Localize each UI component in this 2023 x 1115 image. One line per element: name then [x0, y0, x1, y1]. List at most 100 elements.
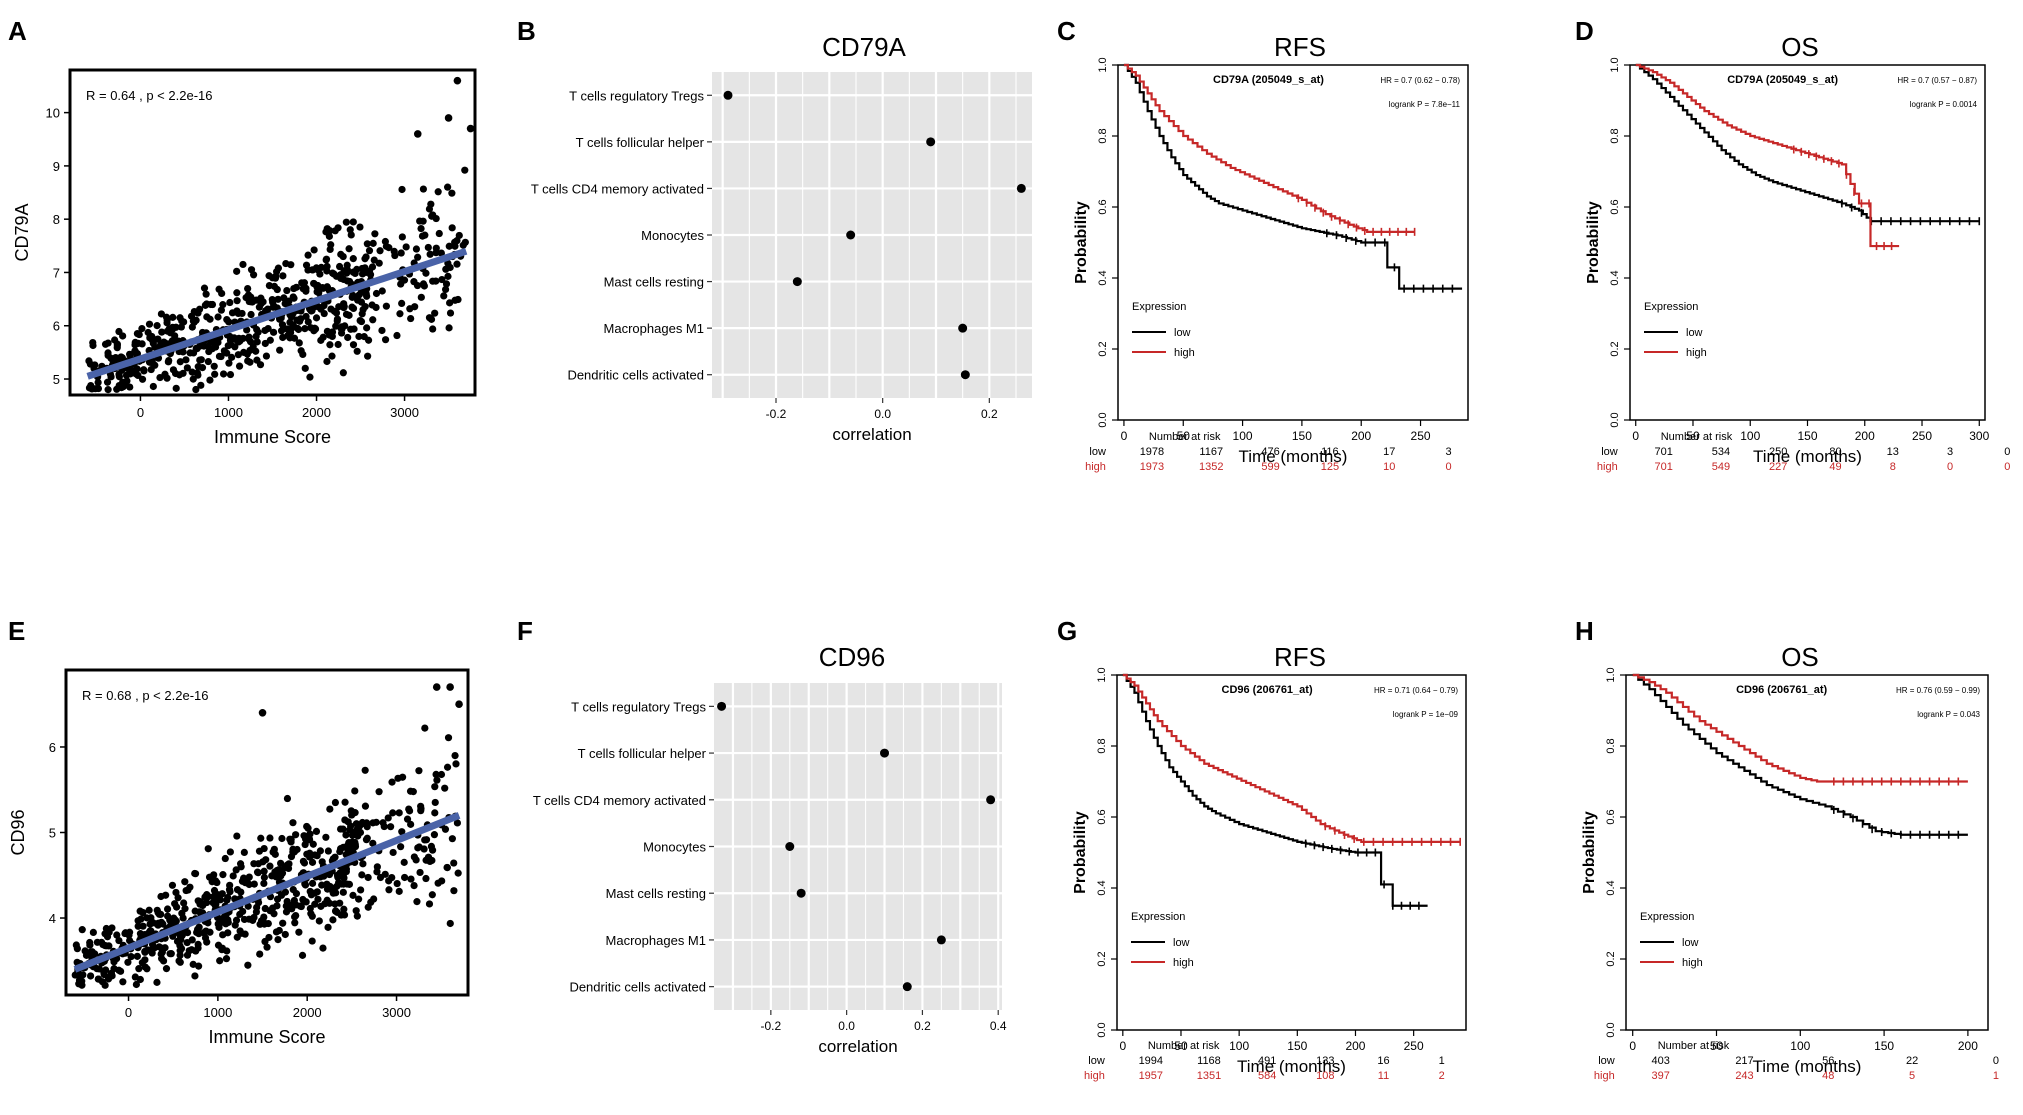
- scatter-point: [311, 900, 319, 908]
- risk-value-high: 0: [1947, 461, 1953, 473]
- scatter-point: [314, 303, 322, 311]
- correlation-point: [1016, 183, 1026, 193]
- scatter-point: [431, 309, 439, 317]
- scatter-point: [395, 887, 403, 895]
- legend-label-high: high: [1686, 347, 1707, 359]
- scatter-point: [146, 334, 154, 342]
- logrank-p: logrank P = 1e−09: [1393, 710, 1459, 719]
- scatter-point: [388, 873, 396, 882]
- scatter-point: [157, 310, 166, 318]
- scatter-point: [189, 317, 198, 325]
- scatter-point: [225, 886, 234, 894]
- scatter-point: [295, 317, 304, 325]
- scatter-point: [274, 295, 282, 303]
- x-tick-label: 300: [1969, 429, 1989, 443]
- chart-title: OS: [1781, 32, 1819, 62]
- scatter-point: [434, 188, 442, 196]
- correlation-point: [958, 323, 968, 333]
- scatter-point: [437, 770, 446, 779]
- scatter-point: [428, 891, 436, 899]
- scatter-point: [314, 266, 322, 274]
- y-tick-label: 0.4: [1609, 270, 1621, 285]
- x-tick-label: 200: [1351, 429, 1371, 443]
- scatter-point: [214, 313, 222, 321]
- scatter-point: [375, 788, 383, 796]
- scatter-point: [203, 938, 211, 946]
- risk-value-low: 250: [1769, 446, 1787, 458]
- category-label: T cells CD4 memory activated: [533, 793, 706, 808]
- x-tick-label: 50: [1686, 429, 1700, 443]
- scatter-point: [419, 185, 428, 193]
- y-axis-label: Probability: [1581, 811, 1598, 894]
- y-tick-label: 0.2: [1609, 341, 1621, 356]
- scatter-point: [210, 362, 218, 370]
- scatter-point: [295, 928, 303, 936]
- panel-e: E 0 1000 2000 3000 4 5 6 Immune Score CD96 R = 0.6…: [8, 616, 470, 1047]
- probe-label: CD79A (205049_s_at): [1727, 74, 1838, 86]
- scatter-point: [413, 130, 422, 138]
- scatter-point: [412, 245, 421, 253]
- y-tick-label: 0.2: [1097, 341, 1109, 356]
- x-axis-label: Time (months): [1753, 1057, 1862, 1076]
- scatter-point: [318, 283, 327, 292]
- scatter-point: [202, 290, 210, 298]
- scatter-point: [276, 346, 284, 354]
- category-label: Monocytes: [643, 840, 706, 855]
- scatter-point: [103, 378, 112, 386]
- scatter-point: [211, 370, 219, 378]
- y-tick-label: 5: [49, 826, 56, 841]
- scatter-point: [110, 958, 118, 966]
- scatter-point: [113, 340, 121, 348]
- x-tick-label: 150: [1874, 1039, 1894, 1053]
- scatter-point: [398, 828, 406, 836]
- scatter-point: [290, 294, 298, 302]
- km-curve-high: [1632, 673, 1968, 783]
- scatter-point: [262, 352, 271, 360]
- x-tick-label: 250: [1404, 1039, 1424, 1053]
- scatter-point: [165, 356, 173, 365]
- x-tick-label: 0.2: [981, 407, 998, 421]
- y-tick-label: 5: [53, 372, 60, 387]
- scatter-point: [226, 370, 235, 379]
- scatter-point: [329, 855, 338, 863]
- scatter-point: [263, 943, 271, 951]
- x-tick-label: 0: [137, 405, 144, 420]
- scatter-point: [351, 809, 359, 817]
- scatter-point: [317, 902, 325, 910]
- scatter-point: [98, 978, 107, 986]
- scatter-point: [278, 869, 287, 877]
- scatter-point: [273, 285, 281, 294]
- scatter-point: [363, 834, 371, 842]
- scatter-point: [313, 852, 321, 860]
- scatter-point: [389, 848, 397, 857]
- risk-value-high: 1351: [1197, 1070, 1221, 1082]
- scatter-point: [166, 916, 174, 924]
- scatter-point: [194, 940, 202, 948]
- scatter-point: [301, 364, 309, 372]
- scatter-point: [279, 272, 287, 280]
- scatter-point: [172, 888, 180, 897]
- scatter-point: [349, 291, 357, 299]
- category-label: Mast cells resting: [606, 886, 706, 901]
- y-tick-label: 0.6: [1096, 809, 1108, 824]
- y-tick-label: 0.2: [1096, 951, 1108, 966]
- scatter-point: [168, 881, 177, 889]
- y-tick-label: 1.0: [1096, 667, 1108, 682]
- scatter-point: [425, 900, 434, 908]
- km-curve-low: [1123, 63, 1463, 290]
- scatter-point: [163, 374, 171, 382]
- scatter-point: [203, 313, 211, 321]
- legend-label-low: low: [1682, 937, 1699, 949]
- scatter-point: [178, 317, 186, 325]
- scatter-point: [438, 275, 446, 284]
- probe-label: CD96 (206761_at): [1736, 684, 1827, 696]
- legend-label-high: high: [1173, 957, 1194, 969]
- scatter-point: [364, 352, 372, 360]
- scatter-point: [231, 921, 239, 929]
- y-tick-label: 0.0: [1096, 1022, 1108, 1037]
- risk-value-low: 1167: [1199, 446, 1223, 458]
- scatter-point: [239, 260, 247, 269]
- risk-value-low: 0: [1993, 1055, 1999, 1067]
- scatter-point: [232, 866, 240, 874]
- scatter-point: [304, 251, 312, 259]
